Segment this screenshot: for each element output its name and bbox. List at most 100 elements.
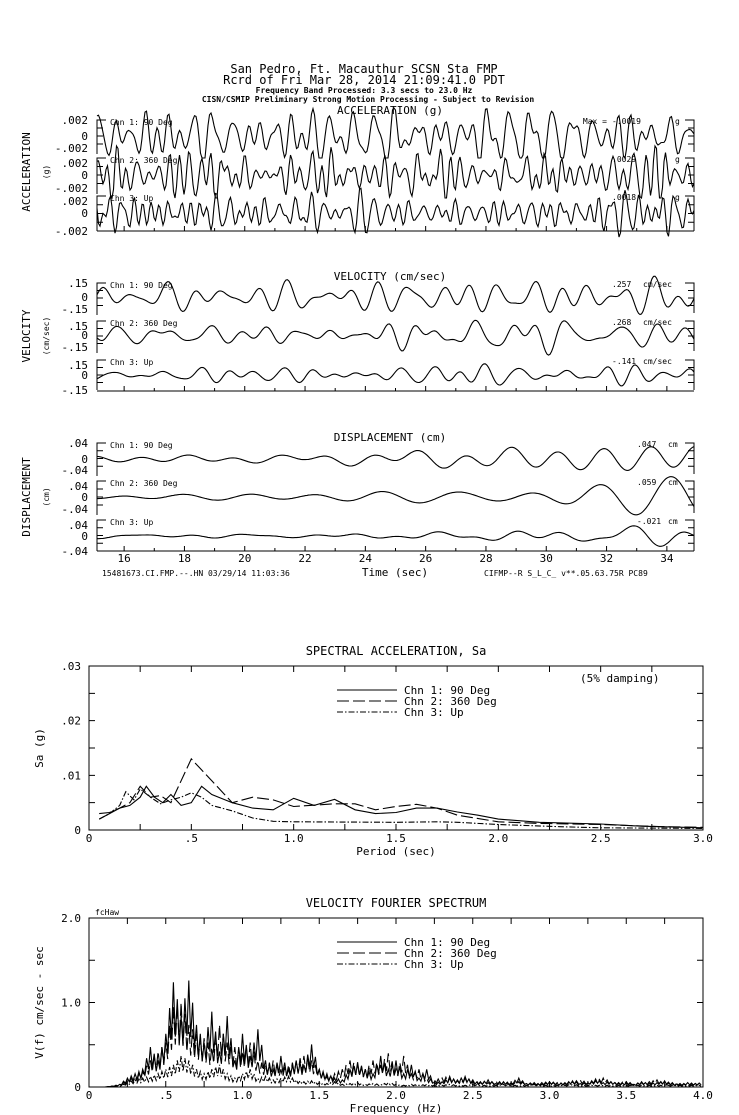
max-prefix: Max = (583, 117, 607, 126)
section-yunit: (cm/sec) (42, 317, 51, 356)
chart-title: VELOCITY FOURIER SPECTRUM (306, 896, 487, 910)
x-tick-label: 24 (359, 552, 373, 565)
frequency-band: Frequency Band Processed: 3.3 secs to 23… (256, 86, 473, 95)
x-tick-label: 4.0 (693, 1089, 713, 1102)
x-tick-label: 32 (600, 552, 613, 565)
max-value: .059 (637, 478, 656, 487)
y-tick-label: .15 (68, 320, 88, 333)
x-axis-label: Period (sec) (356, 845, 435, 858)
y-tick-label: .04 (68, 519, 88, 532)
x-tick-label: 34 (660, 552, 674, 565)
y-tick-label: -.15 (62, 384, 89, 397)
y-tick-label: .15 (68, 277, 88, 290)
max-value: .268 (612, 318, 631, 327)
section-title: ACCELERATION (g) (337, 104, 443, 117)
legend-label: Chn 3: Up (404, 706, 464, 719)
spectrum-line (89, 980, 702, 1088)
x-tick-label: 20 (238, 552, 251, 565)
y-tick-label: -.04 (62, 545, 89, 558)
y-tick-label: -.15 (62, 341, 89, 354)
max-unit: g (675, 193, 680, 202)
section-title: DISPLACEMENT (cm) (334, 431, 447, 444)
channel-name: Chn 1: 90 Deg (110, 118, 173, 127)
max-value: .0029 (612, 155, 636, 164)
plot-code: fcHaw (95, 908, 119, 917)
y-tick-label: 0 (81, 329, 88, 342)
legend-label: Chn 1: 90 Deg (404, 936, 490, 949)
max-value: .0018 (612, 193, 636, 202)
y-tick-label: .04 (68, 480, 88, 493)
section-ylabel: VELOCITY (20, 309, 33, 362)
y-tick-label: .02 (61, 715, 81, 728)
y-tick-label: 1.0 (61, 997, 81, 1010)
y-tick-label: 0 (74, 824, 81, 837)
x-tick-label: 2.5 (591, 832, 611, 845)
waveform-trace (96, 363, 695, 387)
channel-frame (96, 282, 695, 315)
spectrum-line (89, 1002, 702, 1088)
x-tick-label: 28 (479, 552, 492, 565)
max-unit: cm/sec (643, 280, 672, 289)
section-yunit: (g) (42, 165, 51, 179)
x-axis-label: Frequency (Hz) (350, 1102, 443, 1115)
x-tick-label: .5 (159, 1089, 172, 1102)
time-axis-label: Time (sec) (362, 566, 428, 579)
max-unit: cm/sec (643, 318, 672, 327)
x-tick-label: 1.5 (309, 1089, 329, 1102)
y-tick-label: -.002 (55, 225, 88, 238)
record-time: Rcrd of Fri Mar 28, 2014 21:09:41.0 PDT (223, 73, 505, 87)
channel-frame (96, 157, 695, 194)
x-tick-label: 1.0 (284, 832, 304, 845)
y-tick-label: 0 (81, 491, 88, 504)
waveform-trace (97, 476, 695, 516)
channel-frame (96, 480, 695, 515)
legend-label: Chn 1: 90 Deg (404, 684, 490, 697)
y-tick-label: 0 (81, 291, 88, 304)
y-tick-label: 0 (81, 530, 88, 543)
chart-title: SPECTRAL ACCELERATION, Sa (306, 644, 487, 658)
section-yunit: (cm) (42, 487, 51, 506)
spectrum-line (99, 757, 704, 828)
max-unit: cm (668, 517, 678, 526)
x-tick-label: 3.0 (540, 1089, 560, 1102)
x-tick-label: 2.0 (386, 1089, 406, 1102)
spectrum-line (89, 1055, 702, 1088)
y-tick-label: 0 (81, 369, 88, 382)
channel-name: Chn 1: 90 Deg (110, 441, 173, 450)
section-ylabel: DISPLACEMENT (20, 457, 33, 537)
max-value: -.141 (612, 357, 636, 366)
channel-frame (96, 119, 695, 154)
channel-name: Chn 1: 90 Deg (110, 281, 173, 290)
y-tick-label: .002 (62, 195, 89, 208)
processing-note: CISN/CSMIP Preliminary Strong Motion Pro… (202, 94, 535, 104)
y-axis-label: V(f) cm/sec - sec (33, 946, 46, 1059)
y-tick-label: -.15 (62, 303, 89, 316)
channel-name: Chn 2: 360 Deg (110, 156, 178, 165)
station-title: San Pedro, Ft. Macauthur SCSN Sta FMP (230, 62, 497, 76)
y-tick-label: 0 (74, 1081, 81, 1094)
y-tick-label: .002 (62, 114, 89, 127)
waveform-trace (96, 106, 695, 160)
y-tick-label: 0 (81, 207, 88, 220)
waveform-trace (96, 446, 695, 471)
x-tick-label: 0 (86, 832, 93, 845)
x-tick-label: 0 (86, 1089, 93, 1102)
x-tick-label: 2.5 (463, 1089, 483, 1102)
x-tick-label: 26 (419, 552, 432, 565)
y-tick-label: 0 (81, 130, 88, 143)
x-tick-label: 2.0 (488, 832, 508, 845)
x-tick-label: 16 (118, 552, 131, 565)
y-tick-label: 0 (81, 453, 88, 466)
y-tick-label: .03 (61, 660, 81, 673)
channel-name: Chn 3: Up (110, 194, 154, 203)
waveform-trace (96, 319, 695, 356)
y-tick-label: .002 (62, 157, 89, 170)
max-value: -.0019 (612, 117, 641, 126)
x-tick-label: 22 (298, 552, 311, 565)
legend-label: Chn 2: 360 Deg (404, 695, 497, 708)
x-tick-label: 1.5 (386, 832, 406, 845)
spectrum-line (98, 785, 704, 829)
footer-version: CIFMP--R S_L_C_ v**.05.63.75R PC89 (484, 569, 648, 578)
channel-name: Chn 2: 360 Deg (110, 479, 178, 488)
max-value: .257 (612, 280, 631, 289)
